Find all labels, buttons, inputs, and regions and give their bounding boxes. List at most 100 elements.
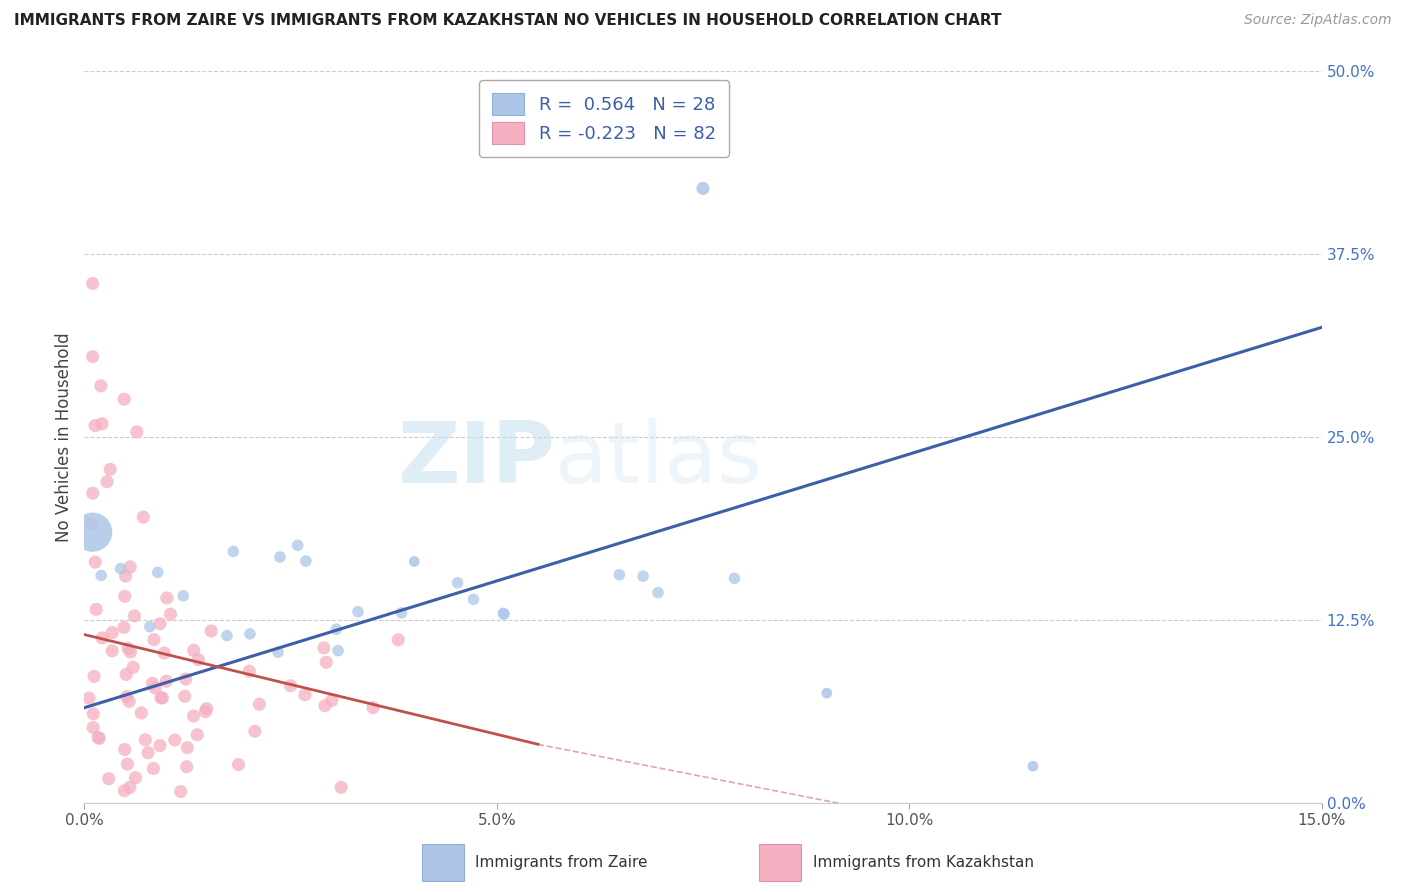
- Point: [326, 643, 349, 657]
- Point: [143, 681, 166, 695]
- Point: [267, 645, 290, 659]
- Point: [149, 690, 172, 705]
- Point: [87, 731, 110, 745]
- Point: [723, 571, 745, 585]
- Point: [114, 783, 136, 797]
- Point: [172, 589, 194, 603]
- Point: [131, 706, 153, 720]
- Point: [118, 694, 141, 708]
- Point: [77, 691, 100, 706]
- Point: [174, 672, 197, 686]
- Point: [120, 560, 142, 574]
- Point: [139, 620, 162, 634]
- Point: [115, 690, 138, 704]
- Point: [101, 644, 124, 658]
- Point: [82, 486, 104, 500]
- Point: [295, 554, 318, 568]
- Point: [194, 705, 217, 719]
- Y-axis label: No Vehicles in Household: No Vehicles in Household: [55, 332, 73, 542]
- Text: Immigrants from Kazakhstan: Immigrants from Kazakhstan: [813, 855, 1033, 870]
- Point: [1022, 759, 1045, 773]
- Point: [82, 350, 104, 364]
- Point: [89, 731, 111, 746]
- Point: [195, 702, 218, 716]
- Point: [228, 757, 250, 772]
- Point: [176, 740, 198, 755]
- Text: IMMIGRANTS FROM ZAIRE VS IMMIGRANTS FROM KAZAKHSTAN NO VEHICLES IN HOUSEHOLD COR: IMMIGRANTS FROM ZAIRE VS IMMIGRANTS FROM…: [14, 13, 1001, 29]
- Point: [183, 643, 205, 657]
- Point: [136, 746, 159, 760]
- Point: [110, 561, 132, 575]
- Point: [134, 732, 156, 747]
- Point: [90, 568, 112, 582]
- Point: [91, 417, 114, 431]
- Point: [330, 780, 353, 795]
- Point: [238, 664, 260, 678]
- Text: Immigrants from Zaire: Immigrants from Zaire: [475, 855, 648, 870]
- Point: [247, 698, 270, 712]
- Point: [124, 771, 146, 785]
- Point: [325, 622, 347, 636]
- Point: [101, 625, 124, 640]
- Point: [143, 632, 166, 647]
- Point: [315, 655, 337, 669]
- Point: [141, 676, 163, 690]
- Point: [83, 669, 105, 683]
- Point: [149, 616, 172, 631]
- Point: [91, 631, 114, 645]
- Point: [115, 667, 138, 681]
- Point: [215, 629, 238, 643]
- Point: [187, 652, 209, 666]
- Point: [607, 567, 630, 582]
- Point: [114, 742, 136, 756]
- Point: [159, 607, 181, 622]
- Point: [170, 784, 193, 798]
- Point: [120, 645, 142, 659]
- Point: [361, 700, 384, 714]
- Point: [183, 709, 205, 723]
- Point: [84, 602, 107, 616]
- Point: [287, 538, 309, 552]
- Point: [82, 277, 104, 291]
- Point: [280, 679, 302, 693]
- Point: [222, 544, 245, 558]
- Point: [391, 606, 413, 620]
- Point: [118, 780, 141, 795]
- Point: [387, 632, 409, 647]
- Point: [404, 554, 426, 568]
- Point: [122, 660, 145, 674]
- Point: [492, 607, 515, 621]
- Point: [239, 627, 262, 641]
- Point: [314, 698, 336, 713]
- Point: [155, 674, 177, 689]
- Point: [82, 706, 104, 721]
- Point: [492, 607, 515, 622]
- Point: [153, 646, 176, 660]
- Point: [112, 392, 135, 407]
- Point: [200, 624, 222, 638]
- Point: [146, 566, 169, 580]
- Point: [269, 549, 291, 564]
- Text: Source: ZipAtlas.com: Source: ZipAtlas.com: [1244, 13, 1392, 28]
- Point: [463, 592, 485, 607]
- Point: [117, 757, 139, 772]
- Point: [163, 733, 186, 747]
- Point: [142, 761, 165, 775]
- Point: [82, 525, 104, 540]
- Point: [132, 510, 155, 524]
- Point: [84, 418, 107, 433]
- Point: [112, 620, 135, 634]
- Point: [446, 575, 468, 590]
- Point: [98, 462, 121, 476]
- Point: [84, 555, 107, 569]
- Text: atlas: atlas: [554, 417, 762, 500]
- Point: [173, 690, 195, 704]
- Point: [631, 569, 654, 583]
- Point: [117, 641, 139, 656]
- Point: [125, 425, 148, 439]
- Point: [96, 475, 118, 489]
- Point: [80, 516, 103, 531]
- Point: [312, 640, 335, 655]
- Point: [114, 590, 136, 604]
- Text: ZIP: ZIP: [396, 417, 554, 500]
